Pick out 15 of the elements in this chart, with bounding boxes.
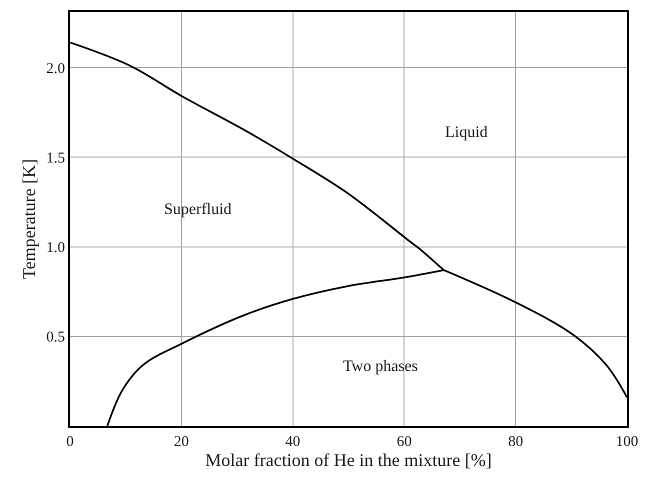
y-axis-title: Temperature [K]	[18, 158, 39, 280]
annotation: Superfluid	[164, 201, 232, 218]
x-tick-label: 0	[66, 434, 74, 450]
x-tick-label: 20	[174, 434, 189, 450]
x-tick-label: 60	[396, 434, 412, 450]
y-tick-label: 2.0	[46, 60, 65, 77]
y-tick-label: 1.5	[46, 150, 65, 166]
annotation: Liquid	[445, 124, 488, 141]
annotation: Two phases	[343, 358, 418, 375]
x-axis-title: Molar fraction of He in the mixture [%]	[205, 450, 492, 470]
y-tick-label: 0.5	[46, 330, 65, 346]
x-tick-label: 100	[616, 434, 638, 450]
x-tick-label: 40	[285, 434, 300, 450]
x-tick-label: 80	[508, 434, 524, 450]
y-tick-label: 1.0	[46, 240, 65, 256]
